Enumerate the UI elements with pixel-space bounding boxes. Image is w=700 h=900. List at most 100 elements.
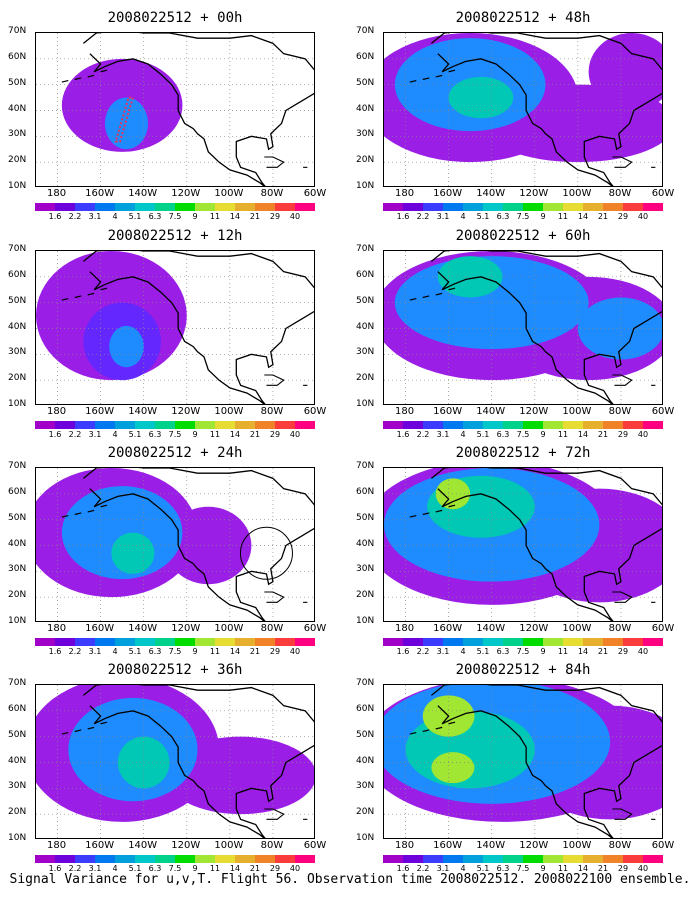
colorbar-swatch [643,638,663,646]
colorbar-label: 1.6 [396,864,410,873]
colorbar-swatch [155,855,175,863]
coastline [409,297,417,301]
coastline [612,591,633,603]
colorbar-swatch [255,421,275,429]
colorbar-label: 21 [249,647,261,656]
lon-tick-label: 100W [562,188,592,199]
colorbar-swatch [523,855,543,863]
lat-tick-label: 70N [8,461,27,471]
coastline [430,468,662,621]
lon-tick-label: 80W [608,406,632,417]
lon-tick-label: 120W [171,623,201,634]
colorbar-label: 11 [209,647,221,656]
lon-tick-label: 180 [46,188,67,199]
lat-tick-label: 30N [356,129,375,140]
lat-tick-label: 10N [8,616,27,626]
colorbar-swatch [255,203,275,211]
variance-contour [111,532,155,574]
colorbar-label: 29 [269,430,281,439]
colorbar-swatch [643,855,663,863]
colorbar-swatch [295,855,315,863]
lon-tick-label: 160W [433,623,463,634]
lon-tick-label: 100W [214,188,244,199]
colorbar-label: 21 [249,212,261,221]
lat-tick-label: 60N [356,51,375,62]
colorbar-label: 9 [540,864,546,873]
lat-tick-label: 10N [356,616,375,626]
colorbar-swatch [135,203,155,211]
colorbar-label: 29 [617,864,629,873]
colorbar-swatch [175,421,195,429]
colorbar [35,638,315,646]
colorbar-label: 2.2 [68,864,82,873]
coastline [422,77,430,81]
lat-tick-label: 40N [356,755,375,766]
colorbar-label: 5.1 [128,864,142,873]
lon-tick-label: 140W [476,623,506,634]
colorbar-swatch [523,421,543,429]
map-plot [383,32,663,187]
colorbar-label: 29 [269,647,281,656]
colorbar-swatch [583,203,603,211]
colorbar-label: 2.2 [416,430,430,439]
highlight-circle [239,526,293,580]
colorbar-label: 4 [460,647,466,656]
colorbar-swatch [623,203,643,211]
colorbar-swatch [235,638,255,646]
colorbar-label: 5.1 [476,864,490,873]
lon-tick-label: 160W [85,840,115,851]
colorbar-swatch [155,203,175,211]
colorbar-swatch [275,855,295,863]
colorbar-label: 1.6 [48,864,62,873]
colorbar-swatch [35,421,55,429]
map-panel: 2008022512 + 12h 70N 60N 50N 40N 30N 20N 10N 180… [8,228,326,439]
coastline [264,808,285,820]
colorbar-swatch [503,855,523,863]
flight-track [114,96,135,143]
map-panel: 2008022512 + 00h 70N 60N 50N 40N 30N 20N 10N 180… [8,10,326,221]
map-plot [35,250,315,405]
lon-tick-label: 60W [303,840,327,851]
colorbar-swatch [135,421,155,429]
coastline [74,512,82,516]
colorbar-swatch [583,638,603,646]
colorbar-swatch [155,638,175,646]
lat-tick-label: 50N [356,295,375,306]
colorbar-label: 2.2 [68,212,82,221]
lat-tick-label: 20N [8,590,27,601]
colorbar-swatch [135,855,155,863]
lat-tick-label: 40N [8,538,27,549]
colorbar-swatch [35,855,55,863]
colorbar-swatch [115,855,135,863]
colorbar-swatch [215,638,235,646]
coastline [435,74,443,78]
colorbar-label: 21 [597,647,609,656]
colorbar-swatch [35,203,55,211]
colorbar-swatch [623,855,643,863]
lon-tick-label: 60W [651,840,675,851]
colorbar-label: 14 [577,430,589,439]
lon-tick-label: 180 [46,406,67,417]
colorbar-label: 29 [269,864,281,873]
colorbar-swatch [523,638,543,646]
lon-tick-label: 140W [128,188,158,199]
lon-tick-label: 120W [519,840,549,851]
colorbar-label: 6.3 [496,647,510,656]
coastline [422,295,430,299]
lon-tick-label: 160W [85,623,115,634]
lat-tick-label: 70N [8,244,27,254]
map-panel: 2008022512 + 72h 70N 60N 50N 40N 30N 20N 10N 180… [356,445,674,656]
map-plot [383,684,663,839]
lon-tick-label: 60W [303,623,327,634]
coastline [409,731,417,735]
variance-contour [104,97,148,150]
map-plot [35,684,315,839]
colorbar-label: 2.2 [68,430,82,439]
panel-title: 2008022512 + 48h [455,10,591,26]
lat-tick-label: 60N [8,51,27,62]
colorbar-label: 7.5 [168,212,182,221]
lon-tick-label: 180 [394,840,415,851]
colorbar-swatch [563,638,583,646]
colorbar-swatch [55,855,75,863]
colorbar-label: 7.5 [516,430,530,439]
